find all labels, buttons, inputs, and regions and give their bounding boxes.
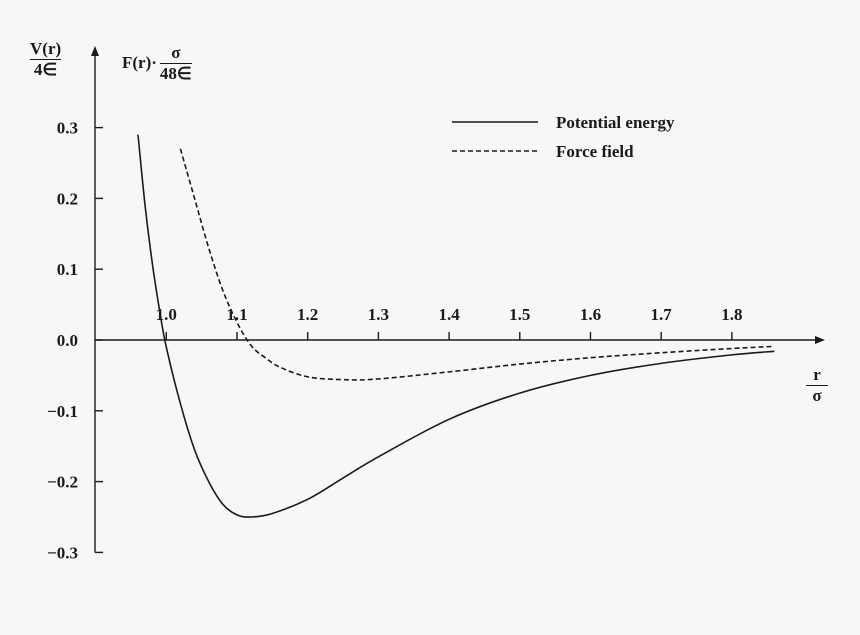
y-axis-label-denominator: 4∈ [33,59,58,79]
ticks: 0.3 0.2 0.1 0.0 −0.1 −0.2 −0.3 1.0 1.1 1.2 1.3 1.4 1… [47,119,742,563]
y-tick-label: −0.2 [47,473,78,492]
y-tick-label: 0.2 [57,189,78,208]
x-axis-label-numerator: r [813,365,821,384]
y-tick-label: 0.3 [57,119,78,138]
y-axis-label-numerator: V(r) [30,39,62,58]
axes [91,46,825,553]
force-axis-label-numerator: σ [171,43,181,62]
y-axis-label: V(r) 4∈ [30,39,62,79]
y-tick-label: 0.0 [57,331,78,350]
legend-label-potential-energy: Potential energy [556,113,675,132]
curves [137,134,775,518]
x-tick-label: 1.0 [156,305,177,324]
y-axis-arrow [91,46,99,56]
potential-energy-curve [137,134,775,518]
legend: Potential energy Force field [452,113,675,161]
x-axis-label: r σ [806,366,828,405]
x-tick-label: 1.5 [509,305,530,324]
x-tick-label: 1.3 [368,305,389,324]
force-axis-label-denominator: 48∈ [159,63,192,83]
x-axis-arrow [815,336,825,344]
x-tick-label: 1.8 [721,305,742,324]
force-field-curve [179,148,775,381]
force-axis-label: F(r)· σ 48∈ [122,44,192,83]
y-tick-label: 0.1 [57,260,78,279]
x-tick-label: 1.4 [438,305,460,324]
y-tick-label: −0.1 [47,402,78,421]
y-tick-label: −0.3 [47,543,78,562]
legend-label-force-field: Force field [556,142,634,161]
force-axis-label-prefix: F(r)· [122,53,157,73]
x-tick-label: 1.6 [580,305,601,324]
x-tick-label: 1.7 [651,305,673,324]
x-tick-label: 1.2 [297,305,318,324]
x-axis-label-denominator: σ [812,385,822,405]
x-tick-label: 1.1 [226,305,247,324]
